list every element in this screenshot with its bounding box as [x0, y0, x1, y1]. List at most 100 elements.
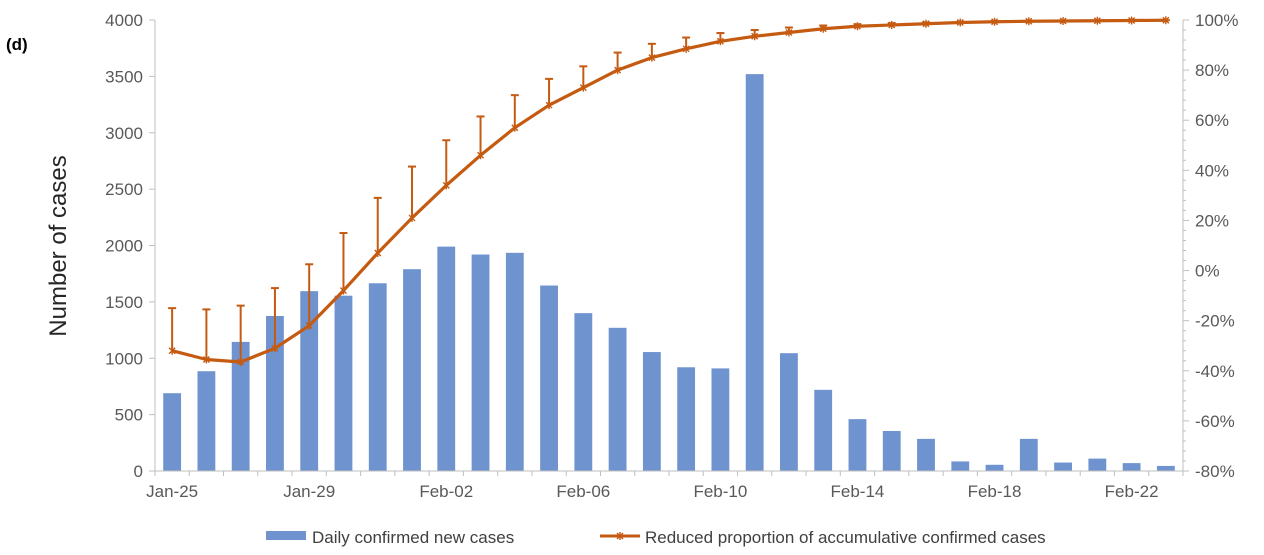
- bar: [505, 252, 524, 471]
- bar: [848, 419, 867, 471]
- line-point-marker: [305, 321, 313, 330]
- line-point-marker: [1025, 17, 1033, 26]
- bar: [403, 269, 421, 471]
- y-tick-label: 2000: [105, 237, 143, 256]
- y-axis-title: Number of cases: [45, 155, 72, 336]
- x-tick-label: Feb-18: [968, 482, 1022, 501]
- line-point-marker: [237, 358, 245, 367]
- line-point-marker: [956, 18, 964, 27]
- axes: 0 500 1000 1500 2000 2500 3000 3500 4000 -80% -60%…: [105, 11, 1238, 501]
- line-point-marker: [819, 24, 827, 33]
- y-tick-label: 500: [115, 406, 143, 425]
- bar: [1054, 462, 1072, 471]
- legend-bar-label: Daily confirmed new cases: [312, 528, 514, 547]
- x-tick-label: Feb-22: [1105, 482, 1159, 501]
- y-tick-label: 4000: [105, 11, 143, 30]
- line-point-marker: [374, 249, 382, 258]
- line-point-marker: [991, 17, 999, 26]
- bar: [882, 430, 901, 471]
- line-point-marker: [716, 37, 724, 46]
- bar: [917, 438, 935, 471]
- bar: [951, 461, 970, 471]
- line-point-marker: [202, 355, 210, 364]
- y2-tick-label: -60%: [1195, 412, 1235, 431]
- line-point-marker: [511, 123, 519, 132]
- bar: [642, 352, 661, 471]
- line-point-marker: [442, 181, 450, 190]
- y-tick-label: 0: [134, 462, 143, 481]
- line-point-marker: [339, 286, 347, 295]
- bar: [231, 341, 250, 471]
- bar: [780, 353, 798, 471]
- y-tick-label: 3000: [105, 124, 143, 143]
- y2-tick-label: 100%: [1195, 11, 1238, 30]
- line-point-marker: [614, 66, 622, 75]
- panel-label: (d): [6, 35, 28, 54]
- y-tick-label: 2500: [105, 180, 143, 199]
- y2-tick-label: 60%: [1195, 111, 1229, 130]
- bar: [163, 393, 182, 471]
- line-point-marker: [1162, 16, 1170, 25]
- legend: Daily confirmed new cases Reduced propor…: [266, 528, 1046, 547]
- line-point-marker: [545, 101, 553, 110]
- y2-tick-label: 0%: [1195, 262, 1220, 281]
- line-series: [168, 16, 1170, 367]
- bar: [745, 74, 764, 472]
- line-point-marker: [853, 22, 861, 31]
- y2-tick-label: 20%: [1195, 211, 1229, 230]
- line-point-marker: [579, 83, 587, 92]
- y2-tick-label: -80%: [1195, 462, 1235, 481]
- bar: [1088, 458, 1107, 471]
- bar: [1156, 465, 1175, 471]
- line-point-marker: [1093, 16, 1101, 25]
- bar-series: [163, 74, 1175, 472]
- line-point-marker: [648, 53, 656, 62]
- x-tick-label: Jan-29: [283, 482, 335, 501]
- line-point-marker: [1128, 16, 1136, 25]
- y2-tick-label: -40%: [1195, 362, 1235, 381]
- y-tick-label: 3500: [105, 67, 143, 86]
- legend-line-marker: [616, 532, 624, 540]
- line-point-marker: [888, 21, 896, 30]
- bar: [608, 327, 627, 471]
- legend-line-label: Reduced proportion of accumulative confi…: [645, 528, 1046, 547]
- line-point-marker: [1059, 17, 1067, 26]
- y-tick-label: 1000: [105, 349, 143, 368]
- bar: [334, 295, 353, 471]
- bar: [266, 315, 284, 471]
- bar: [197, 371, 216, 471]
- bar: [368, 283, 387, 471]
- x-tick-label: Jan-25: [146, 482, 198, 501]
- bar: [471, 254, 490, 471]
- bar: [574, 313, 593, 471]
- y2-tick-label: 40%: [1195, 161, 1229, 180]
- bar: [1122, 463, 1141, 471]
- bar: [540, 285, 558, 471]
- line-path: [171, 18, 1166, 364]
- x-tick-label: Feb-06: [556, 482, 610, 501]
- line-point-marker: [751, 32, 759, 41]
- y-tick-label: 1500: [105, 293, 143, 312]
- bar: [711, 368, 730, 471]
- line-point-marker: [477, 151, 485, 160]
- line-point-marker: [682, 44, 690, 53]
- line-point-marker: [408, 213, 416, 222]
- line-point-marker: [168, 346, 176, 355]
- x-tick-label: Feb-02: [419, 482, 473, 501]
- legend-bar-swatch: [266, 531, 306, 540]
- line-point-marker: [922, 19, 930, 28]
- x-tick-label: Feb-10: [693, 482, 747, 501]
- bar: [677, 367, 696, 471]
- bar: [814, 389, 833, 471]
- bar: [300, 291, 319, 471]
- line-point-marker: [785, 28, 793, 37]
- y2-tick-label: 80%: [1195, 61, 1229, 80]
- line-point-marker: [271, 344, 279, 353]
- bar: [1019, 438, 1038, 471]
- x-tick-label: Feb-14: [831, 482, 885, 501]
- y2-tick-label: -20%: [1195, 312, 1235, 331]
- bar: [985, 464, 1004, 471]
- bar: [437, 246, 456, 471]
